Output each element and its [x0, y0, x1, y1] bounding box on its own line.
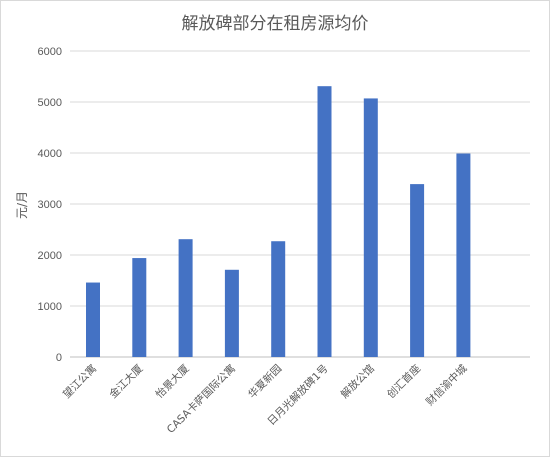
chart-title: 解放碑部分在租房源均价: [182, 14, 369, 34]
bar: [132, 258, 147, 357]
gridlines: [70, 50, 530, 358]
y-tick-label: 5000: [38, 97, 62, 109]
category-label: 怡景大厦: [153, 362, 192, 401]
bar: [363, 98, 378, 358]
bar: [456, 153, 471, 357]
y-axis-label: 元/月: [15, 191, 29, 219]
bars: [86, 86, 471, 358]
bar: [224, 269, 239, 357]
y-tick-label: 1000: [38, 301, 62, 313]
y-tick-label: 4000: [38, 148, 62, 160]
bar: [178, 239, 193, 357]
category-label: 望江公寓: [60, 362, 99, 401]
category-label: 华夏新园: [245, 362, 284, 401]
bar: [86, 282, 100, 357]
y-tick-label: 0: [56, 352, 62, 364]
y-tick-label: 2000: [38, 250, 62, 262]
y-tick-label: 6000: [38, 46, 62, 58]
category-label: 金江大厦: [107, 362, 146, 401]
bar: [271, 241, 286, 357]
bar: [317, 86, 332, 357]
category-label: 财信渝中城: [423, 362, 470, 409]
y-tick-label: 3000: [38, 199, 62, 211]
y-tick-labels: 0 1000 2000 3000 4000 5000 6000: [38, 46, 62, 364]
bar: [410, 184, 425, 357]
category-label: 解放公馆: [338, 362, 377, 401]
category-label: 创汇首座: [384, 362, 423, 401]
